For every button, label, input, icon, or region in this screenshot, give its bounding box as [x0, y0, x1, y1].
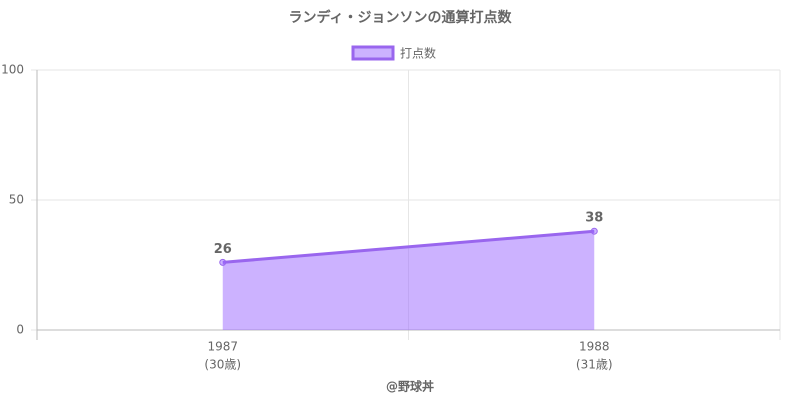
y-tick-label: 0 — [16, 323, 24, 337]
data-label: 26 — [214, 242, 232, 257]
x-tick-label: 1988 — [579, 340, 610, 354]
x-axis-title: @野球丼 — [386, 379, 434, 394]
legend-swatch — [351, 45, 395, 61]
x-tick-sublabel: (31歳) — [576, 358, 613, 372]
y-tick-label: 50 — [9, 193, 24, 207]
chart-title: ランディ・ジョンソンの通算打点数 — [288, 9, 512, 26]
line — [222, 229, 595, 264]
data-label: 38 — [585, 211, 603, 226]
legend-label: 打点数 — [400, 46, 436, 61]
y-tick-label: 100 — [1, 63, 24, 77]
point — [219, 258, 227, 266]
x-tick-label: 1987 — [207, 340, 238, 354]
x-tick-sublabel: (30歳) — [204, 358, 241, 372]
point — [590, 227, 598, 235]
